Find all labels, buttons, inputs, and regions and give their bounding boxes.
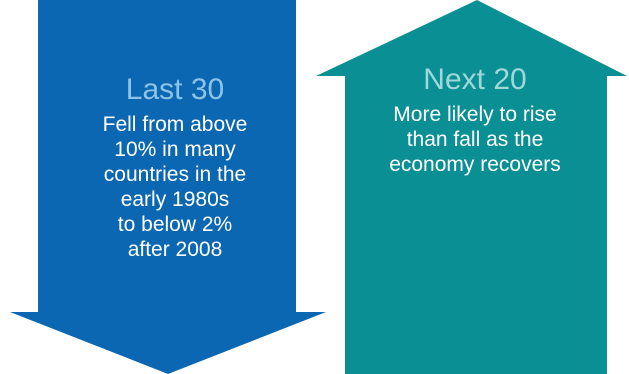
down-arrow-shape: [10, 0, 326, 374]
down-arrow-line-1: Fell from above: [102, 113, 248, 136]
up-arrow-shape: [316, 0, 627, 374]
down-arrow-line-3: countries in the: [103, 163, 247, 186]
down-arrow-line-6: after 2008: [127, 238, 223, 261]
up-arrow-line-1: More likely to rise: [393, 103, 557, 126]
up-arrow-heading: Next 20: [423, 63, 527, 96]
down-arrow-text: Last 30 Fell from above 10% in many coun…: [45, 72, 305, 262]
up-arrow-text: Next 20 More likely to rise than fall as…: [345, 62, 605, 177]
up-arrow-line-3: economy recovers: [389, 153, 561, 176]
down-arrow-line-2: 10% in many: [114, 138, 236, 161]
down-arrow-heading: Last 30: [125, 73, 225, 106]
up-arrow-line-2: than fall as the: [406, 128, 544, 151]
down-arrow-line-4: early 1980s: [120, 188, 230, 211]
down-arrow-line-5: to below 2%: [117, 213, 233, 236]
